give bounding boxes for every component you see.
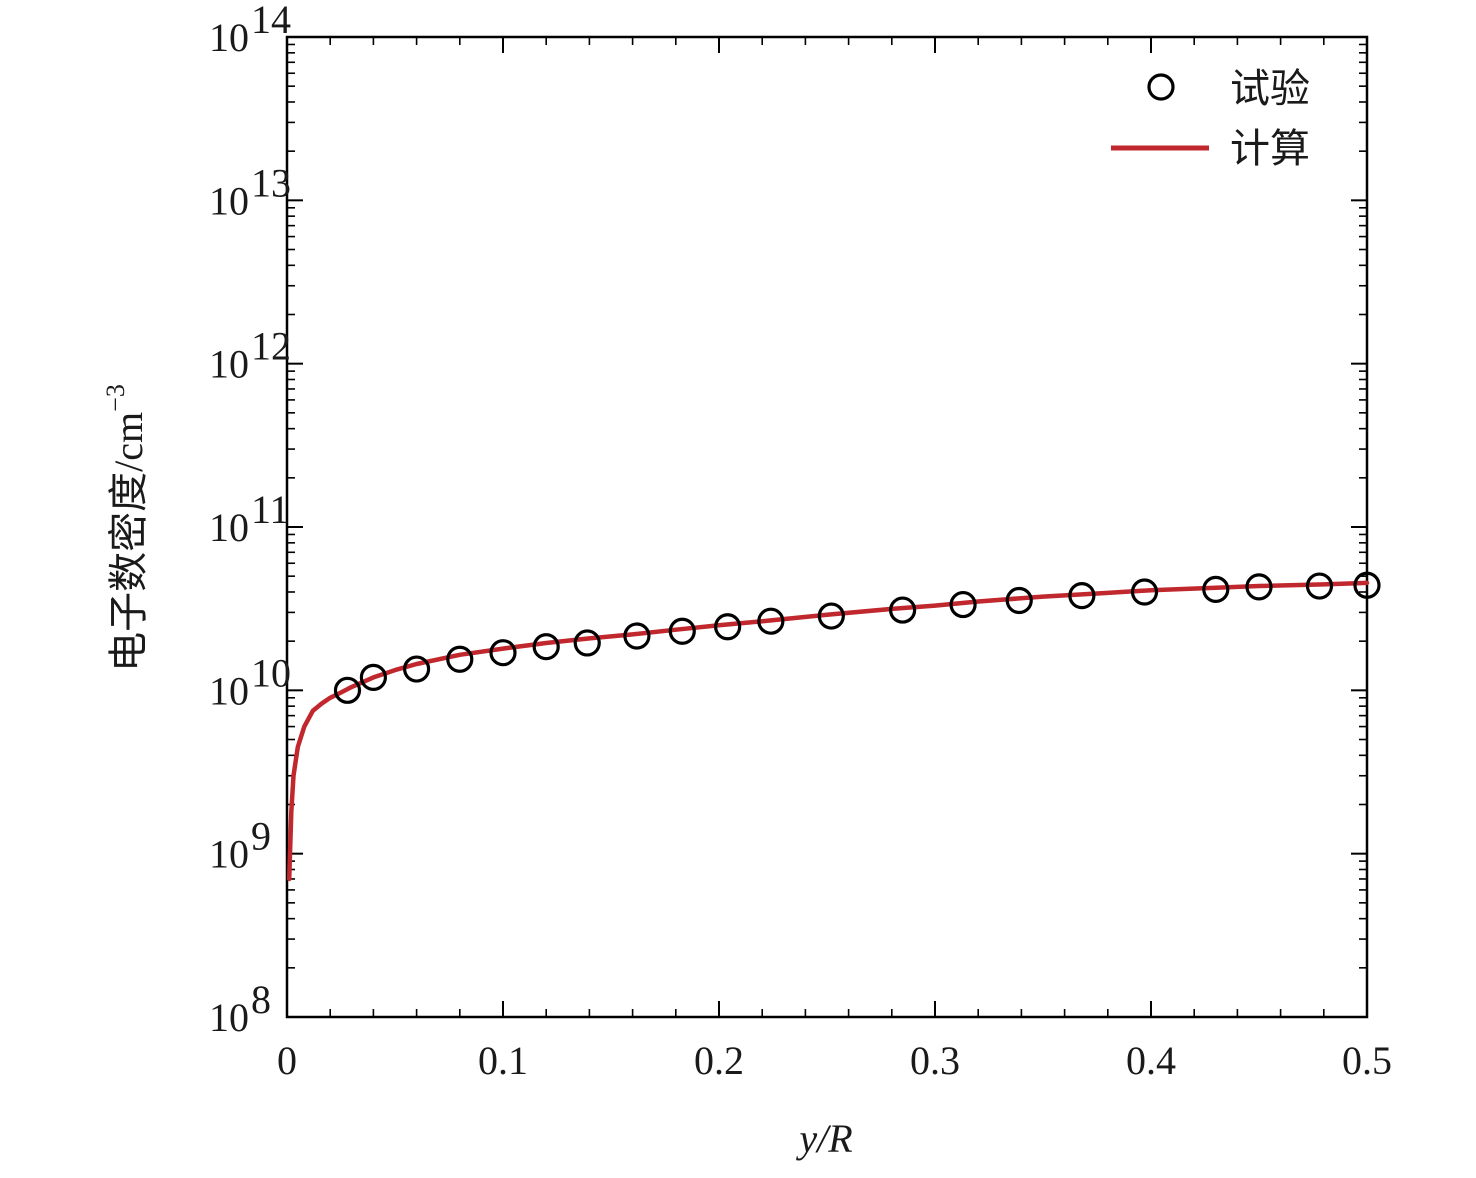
data-point-experiment xyxy=(817,602,845,630)
data-point-experiment xyxy=(1353,571,1381,599)
x-tick-label: 0.1 xyxy=(478,1038,528,1083)
y-tick-label: 10 xyxy=(209,832,249,877)
data-point-experiment xyxy=(359,663,387,692)
data-point-experiment xyxy=(446,645,474,673)
data-point-experiment xyxy=(1068,582,1096,610)
x-tick-label: 0.2 xyxy=(694,1038,744,1083)
x-tick-label: 0.4 xyxy=(1126,1038,1176,1083)
series-line-calculation xyxy=(286,580,1370,882)
y-tick-exponent: 12 xyxy=(251,324,291,369)
labels-layer: y/R 电子数密度/cm−3 xyxy=(101,384,853,1161)
y-axis-label-superscript: −3 xyxy=(101,384,130,412)
x-tick-label: 0.3 xyxy=(910,1038,960,1083)
y-tick-label: 10 xyxy=(209,668,249,713)
data-point-experiment xyxy=(757,607,785,635)
y-tick-base: 10 xyxy=(209,342,249,387)
data-point-experiment xyxy=(888,596,917,624)
data-point-experiment xyxy=(1130,578,1159,606)
data-point-experiment xyxy=(668,617,696,645)
plot-frame xyxy=(285,35,1369,1019)
x-tick-label: 0 xyxy=(277,1038,297,1083)
legend-label-calculation: 计算 xyxy=(1230,126,1310,171)
legend-label-experiment: 试验 xyxy=(1230,66,1310,111)
legend: 试验 计算 xyxy=(1111,66,1310,171)
data-point-experiment xyxy=(333,676,362,704)
data-point-experiment xyxy=(949,590,977,619)
y-tick-base: 10 xyxy=(209,178,249,223)
x-tick-label: 0.5 xyxy=(1342,1038,1392,1083)
data-point-experiment xyxy=(573,629,601,657)
data-point-experiment xyxy=(1245,573,1273,601)
y-tick-base: 10 xyxy=(209,505,249,550)
series-layer xyxy=(286,571,1381,882)
y-tick-label: 10 xyxy=(209,178,249,223)
y-tick-exponent: 10 xyxy=(251,650,291,695)
y-tick-exponent: 11 xyxy=(251,487,290,532)
y-tick-label: 10 xyxy=(209,505,249,550)
x-axis-label: y/R xyxy=(795,1116,852,1161)
y-axis-label: 电子数密度/cm−3 xyxy=(101,384,151,672)
y-axis-label-main: 电子数密度/cm xyxy=(106,412,151,672)
y-tick-exponent: 9 xyxy=(251,814,271,859)
y-tick-label: 10 xyxy=(209,342,249,387)
data-point-experiment xyxy=(403,655,431,683)
data-point-experiment xyxy=(532,633,560,661)
legend-marker-experiment xyxy=(1147,73,1175,101)
y-tick-exponent: 13 xyxy=(251,160,291,205)
y-tick-base: 10 xyxy=(209,832,249,877)
data-point-experiment xyxy=(1305,572,1334,600)
y-tick-label: 10 xyxy=(209,15,249,60)
data-point-experiment xyxy=(714,613,742,641)
y-tick-exponent: 8 xyxy=(251,977,271,1022)
y-tick-base: 10 xyxy=(209,668,249,713)
y-tick-base: 10 xyxy=(209,15,249,60)
data-point-experiment xyxy=(1005,586,1033,615)
data-point-experiment xyxy=(1202,575,1230,603)
y-tick-exponent: 14 xyxy=(251,0,291,42)
data-point-experiment xyxy=(623,622,651,650)
y-tick-label: 10 xyxy=(209,995,249,1040)
data-point-experiment xyxy=(489,639,517,667)
y-tick-base: 10 xyxy=(209,995,249,1040)
